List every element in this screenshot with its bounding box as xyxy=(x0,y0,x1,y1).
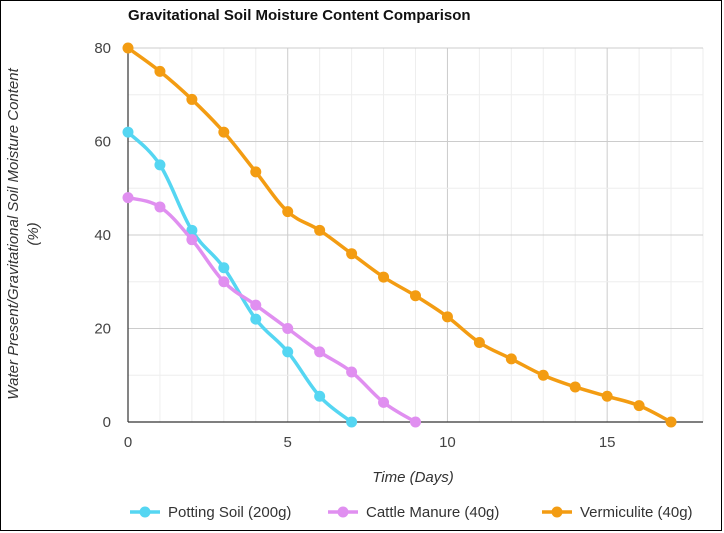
data-point xyxy=(186,224,198,236)
data-point xyxy=(314,390,326,402)
data-point xyxy=(569,381,581,393)
y-tick-label: 80 xyxy=(94,40,111,57)
data-point xyxy=(346,366,358,378)
x-tick-label: 10 xyxy=(439,434,456,451)
data-point xyxy=(122,126,134,138)
data-point xyxy=(250,299,262,311)
data-point xyxy=(537,369,549,381)
series-line xyxy=(126,130,354,424)
series-group xyxy=(122,126,358,428)
legend-marker xyxy=(337,506,349,518)
data-point xyxy=(282,323,294,334)
series xyxy=(122,42,677,428)
legend-label: Vermiculite (40g) xyxy=(580,504,693,521)
data-point xyxy=(218,276,230,288)
data-point xyxy=(473,337,485,349)
series-group xyxy=(122,42,677,428)
legend-label: Cattle Manure (40g) xyxy=(366,504,499,521)
data-point xyxy=(346,416,358,428)
data-point xyxy=(601,390,613,402)
data-point xyxy=(314,224,326,236)
legend-item: Cattle Manure (40g) xyxy=(328,504,499,521)
data-point xyxy=(186,234,198,246)
y-tick-label: 0 xyxy=(103,414,111,431)
data-point xyxy=(441,311,453,323)
series-group xyxy=(122,192,421,428)
data-point xyxy=(218,126,230,138)
y-tick-label: 60 xyxy=(94,134,111,151)
y-axis-label-line1: Water Present/Gravitational Soil Moistur… xyxy=(5,67,22,399)
data-point xyxy=(314,346,326,358)
y-tick-label: 40 xyxy=(94,227,111,244)
data-point xyxy=(154,65,166,77)
chart-title: Gravitational Soil Moisture Content Comp… xyxy=(128,7,471,24)
data-point xyxy=(186,93,198,105)
data-point xyxy=(282,346,294,358)
x-axis-label: Time (Days) xyxy=(372,469,454,486)
data-point xyxy=(154,159,166,171)
series-line xyxy=(126,195,418,424)
axes: 0 5 10 15 0 20 40 60 80 xyxy=(94,40,703,451)
x-tick-label: 15 xyxy=(599,434,616,451)
x-tick-label: 0 xyxy=(124,434,132,451)
data-point xyxy=(250,166,262,178)
y-tick-label: 20 xyxy=(94,321,111,338)
data-point xyxy=(122,192,134,204)
data-point xyxy=(378,271,390,283)
data-point xyxy=(378,396,390,408)
legend: Potting Soil (200g) Cattle Manure (40g) Ve… xyxy=(130,504,693,521)
grid xyxy=(128,47,704,422)
legend-label: Potting Soil (200g) xyxy=(168,504,291,521)
data-point xyxy=(410,290,421,302)
data-point xyxy=(665,416,677,428)
data-point xyxy=(505,353,517,365)
data-point xyxy=(122,42,134,54)
y-axis-label-line2: (%) xyxy=(25,222,42,245)
data-point xyxy=(250,313,262,325)
data-point xyxy=(282,206,294,218)
data-point xyxy=(410,416,421,428)
data-point xyxy=(218,262,230,274)
data-point xyxy=(346,248,358,260)
data-point xyxy=(154,201,166,213)
data-point xyxy=(633,400,645,412)
x-tick-label: 5 xyxy=(284,434,292,451)
legend-marker xyxy=(551,506,563,518)
legend-item: Potting Soil (200g) xyxy=(130,504,291,521)
legend-item: Vermiculite (40g) xyxy=(542,504,693,521)
legend-marker xyxy=(139,506,151,518)
y-axis-label: Water Present/Gravitational Soil Moistur… xyxy=(5,67,42,399)
